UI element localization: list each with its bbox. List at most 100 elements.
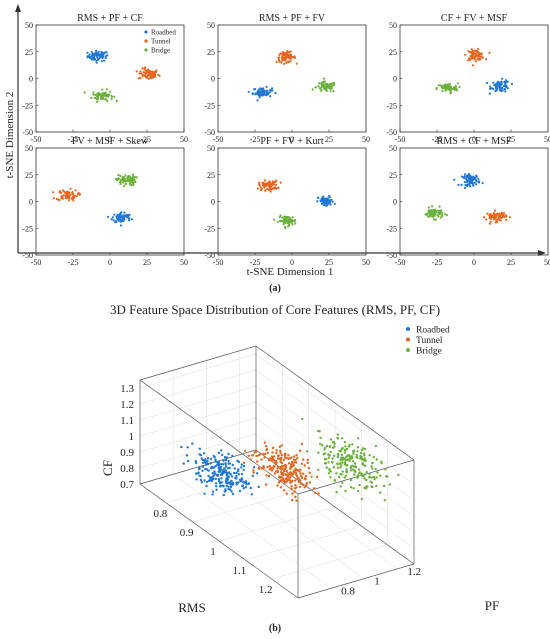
series-roadbed — [86, 49, 109, 64]
data-point — [64, 192, 67, 195]
data-point — [504, 82, 507, 85]
data-point — [301, 417, 304, 421]
data-point — [223, 467, 226, 470]
data-point — [474, 177, 477, 181]
data-point — [363, 477, 366, 480]
data-point — [305, 481, 308, 485]
data-point — [329, 438, 333, 441]
data-point — [109, 90, 112, 93]
x-tick-label: -25 — [250, 258, 261, 267]
data-point — [336, 466, 340, 469]
data-point — [225, 456, 229, 459]
data-point — [90, 96, 93, 99]
data-point — [199, 454, 203, 457]
data-point — [286, 51, 289, 54]
data-point — [280, 61, 283, 64]
data-point — [219, 465, 223, 469]
data-point — [279, 181, 282, 184]
data-point — [352, 452, 355, 456]
data-point — [105, 88, 108, 91]
shared-xlabel: t-SNE Dimension 1 — [247, 266, 334, 278]
data-point — [494, 86, 498, 89]
data-point — [289, 59, 292, 63]
data-point — [214, 458, 217, 461]
series-roadbed — [106, 211, 133, 227]
chart-title: 3D Feature Space Distribution of Core Fe… — [110, 302, 440, 317]
data-point — [224, 470, 227, 473]
data-point — [195, 478, 198, 481]
data-point — [352, 465, 355, 468]
y-tick-label: 25 — [25, 171, 33, 180]
data-point — [227, 485, 230, 488]
shared-y-arrowhead — [15, 4, 21, 12]
data-point — [217, 477, 220, 481]
data-point — [327, 461, 330, 464]
data-point — [235, 481, 238, 484]
legend-marker — [406, 348, 410, 352]
data-point — [496, 212, 499, 215]
data-point — [284, 473, 287, 476]
data-point — [463, 181, 466, 184]
data-point — [353, 462, 357, 465]
data-point — [333, 454, 336, 458]
data-point — [283, 56, 286, 60]
series-bridge — [273, 214, 297, 230]
gridline — [192, 487, 309, 523]
data-point — [467, 50, 470, 53]
data-point — [325, 203, 328, 206]
data-point — [228, 462, 232, 465]
subplot-frame — [217, 147, 367, 256]
data-point — [197, 471, 200, 474]
data-point — [343, 462, 346, 465]
data-point — [219, 467, 222, 471]
data-point — [97, 95, 100, 98]
data-point — [217, 466, 220, 469]
data-point — [344, 445, 347, 448]
data-point — [363, 452, 366, 455]
data-point — [276, 466, 279, 469]
data-point — [331, 200, 334, 203]
data-point — [375, 458, 378, 461]
legend-marker — [406, 327, 410, 331]
data-point — [430, 209, 433, 212]
cube-frame — [139, 345, 415, 599]
data-point — [336, 436, 339, 440]
data-point — [271, 446, 275, 450]
data-point — [279, 219, 282, 222]
cube-edge — [139, 379, 299, 495]
data-point — [380, 462, 383, 465]
data-point — [157, 73, 160, 76]
data-point — [329, 476, 332, 479]
data-point — [195, 472, 198, 475]
data-point — [228, 466, 231, 470]
data-point — [224, 463, 227, 466]
data-point — [214, 460, 217, 463]
data-point — [356, 446, 360, 449]
data-point — [103, 94, 106, 97]
data-point — [305, 484, 308, 487]
data-point — [263, 456, 266, 459]
data-point — [227, 459, 230, 463]
data-point — [135, 176, 138, 179]
data-point — [134, 180, 137, 183]
data-point — [326, 83, 329, 86]
data-point — [324, 201, 327, 204]
data-point — [92, 91, 95, 94]
x-tick-label: 50 — [362, 135, 370, 144]
data-point — [266, 465, 269, 469]
subplot-title: RMS + PF + FV — [259, 13, 326, 24]
data-point — [317, 85, 320, 88]
data-point — [259, 188, 263, 191]
data-point — [103, 59, 106, 62]
y-tick-label: -25 — [204, 224, 215, 233]
cube-edge — [297, 459, 415, 495]
data-point — [322, 77, 325, 80]
data-point — [186, 459, 190, 463]
data-point — [340, 464, 343, 467]
data-point — [279, 486, 283, 489]
data-point — [199, 475, 202, 478]
data-point — [477, 47, 480, 50]
data-point — [437, 84, 440, 87]
